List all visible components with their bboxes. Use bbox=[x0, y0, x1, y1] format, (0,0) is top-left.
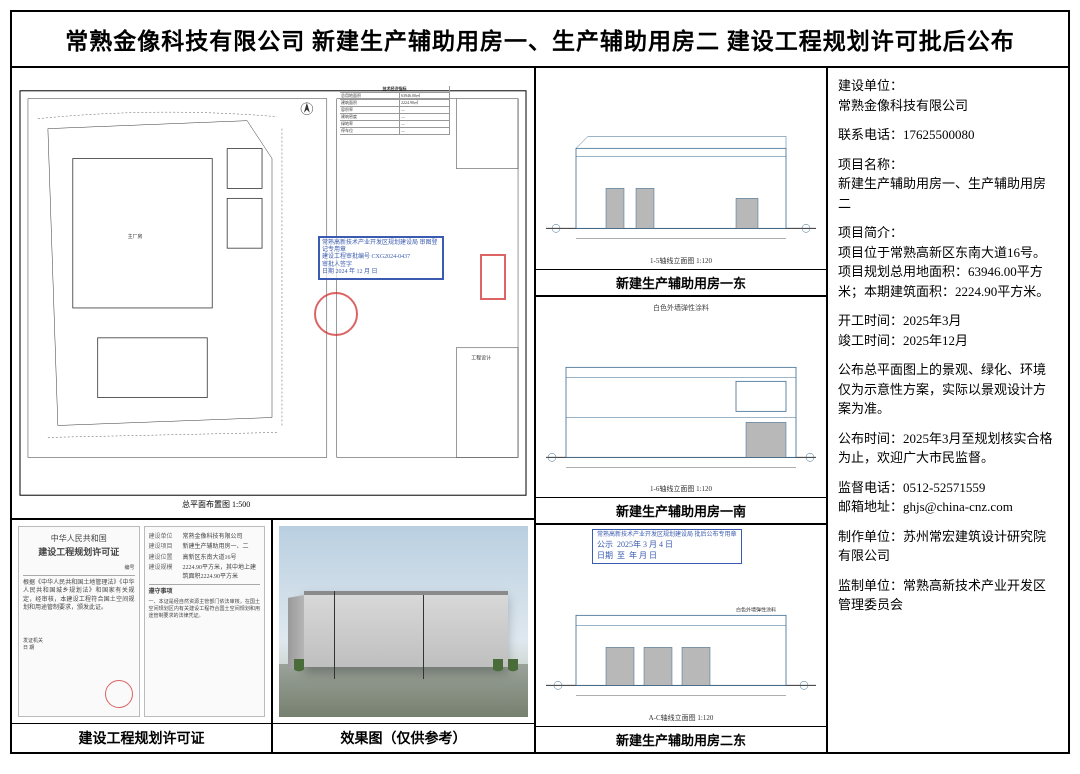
elev1-inline: 1-5轴线立面图 1:120 bbox=[536, 256, 826, 266]
permit-doc-front: 中华人民共和国 建设工程规划许可证 编号 根据《中华人民共和国土地管理法》《中华… bbox=[18, 526, 140, 717]
elev2-caption: 新建生产辅助用房一南 bbox=[536, 497, 826, 523]
render-image bbox=[279, 526, 528, 717]
info-column: 建设单位： 常熟金像科技有限公司 联系电话：17625500080 项目名称： … bbox=[828, 68, 1068, 752]
company-seal bbox=[314, 292, 358, 336]
siteplan-cell: 主厂房 bbox=[12, 68, 534, 520]
elev2-inline: 1-6轴线立面图 1:120 bbox=[536, 484, 826, 494]
info-supervise-unit: 监制单位：常熟高新技术产业开发区管理委员会 bbox=[838, 576, 1058, 615]
page-title: 常熟金像科技有限公司 新建生产辅助用房一、生产辅助用房二 建设工程规划许可批后公… bbox=[12, 12, 1068, 68]
svg-text:工程设计: 工程设计 bbox=[471, 355, 491, 362]
review-seal bbox=[480, 254, 506, 300]
approval-stamp: 常熟高新技术产业开发区规划建设局 审图登记专用章 建设工程审批编号 CXG202… bbox=[318, 236, 444, 280]
permit-seal bbox=[105, 680, 133, 708]
svg-text:主厂房: 主厂房 bbox=[128, 233, 143, 240]
announcement-board: 常熟金像科技有限公司 新建生产辅助用房一、生产辅助用房二 建设工程规划许可批后公… bbox=[10, 10, 1070, 754]
left-column: 主厂房 bbox=[12, 68, 536, 752]
siteplan-footer: 总平面布置图 1:500 bbox=[182, 499, 250, 510]
body-grid: 主厂房 bbox=[12, 68, 1068, 752]
permit-doc-back: 建设单位常熟金像科技有限公司 建设项目新建生产辅助用房一、二 建设位置高新区东南… bbox=[144, 526, 266, 717]
elevations-column: 1-5轴线立面图 1:120 新建生产辅助用房一东 白色外墙弹性涂料 bbox=[536, 68, 828, 752]
permit-cell: 中华人民共和国 建设工程规划许可证 编号 根据《中华人民共和国土地管理法》《中华… bbox=[12, 520, 273, 752]
elev1-caption: 新建生产辅助用房一东 bbox=[536, 269, 826, 295]
svg-text:白色外墙弹性涂料: 白色外墙弹性涂料 bbox=[736, 607, 776, 614]
elevation-1: 1-5轴线立面图 1:120 新建生产辅助用房一东 bbox=[536, 68, 826, 297]
left-bottom-row: 中华人民共和国 建设工程规划许可证 编号 根据《中华人民共和国土地管理法》《中华… bbox=[12, 520, 534, 752]
permit-body: 中华人民共和国 建设工程规划许可证 编号 根据《中华人民共和国土地管理法》《中华… bbox=[12, 520, 271, 723]
elev2-material: 白色外墙弹性涂料 bbox=[536, 303, 826, 313]
render-cell: 效果图（仅供参考） bbox=[273, 520, 534, 752]
siteplan-drawing: 主厂房 bbox=[18, 74, 528, 512]
elevation-2: 白色外墙弹性涂料 1-6轴线立面图 1:120 新建生产辅助用房一南 bbox=[536, 297, 826, 526]
info-plan-note: 公布总平面图上的景观、绿化、环境仅为示意性方案，实际以景观设计方案为准。 bbox=[838, 360, 1058, 419]
info-pub: 公布时间：2025年3月至规划核实合格为止，欢迎广大市民监督。 bbox=[838, 429, 1058, 468]
index-table: 技术经济指标 总用地面积63946.00㎡ 建筑面积2224.90㎡ 容积率— … bbox=[340, 86, 450, 135]
elev3-inline: A-C轴线立面图 1:120 bbox=[536, 713, 826, 723]
info-project: 项目名称： 新建生产辅助用房一、生产辅助用房二 bbox=[838, 155, 1058, 214]
info-dates: 开工时间：2025年3月 竣工时间：2025年12月 bbox=[838, 311, 1058, 350]
elev3-caption: 新建生产辅助用房二东 bbox=[536, 726, 826, 752]
info-brief: 项目简介： 项目位于常熟高新区东南大道16号。项目规划总用地面积：63946.0… bbox=[838, 223, 1058, 301]
permit-caption: 建设工程规划许可证 bbox=[12, 723, 271, 752]
info-supervise-contact: 监督电话：0512-52571559 邮箱地址：ghjs@china-cnz.c… bbox=[838, 478, 1058, 517]
info-tel: 联系电话：17625500080 bbox=[838, 125, 1058, 145]
render-caption: 效果图（仅供参考） bbox=[273, 723, 534, 752]
publication-stamp: 常熟高新技术产业开发区规划建设局 批后公布专用章 公示2025年 3 月 4 日… bbox=[592, 529, 742, 564]
info-maker: 制作单位：苏州常宏建筑设计研究院有限公司 bbox=[838, 527, 1058, 566]
elevation-3: 常熟高新技术产业开发区规划建设局 批后公布专用章 公示2025年 3 月 4 日… bbox=[536, 525, 826, 752]
info-unit: 建设单位： 常熟金像科技有限公司 bbox=[838, 76, 1058, 115]
